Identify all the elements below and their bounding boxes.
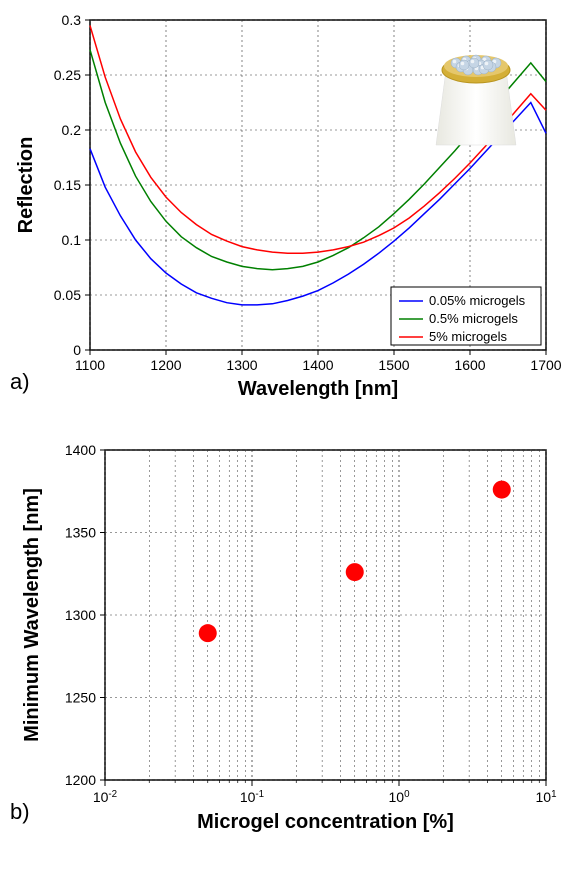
svg-text:1600: 1600 <box>454 357 485 373</box>
svg-text:1250: 1250 <box>65 690 96 706</box>
svg-text:1400: 1400 <box>302 357 333 373</box>
svg-text:Microgel concentration [%]: Microgel concentration [%] <box>197 811 454 833</box>
chart-b-label: b) <box>10 799 30 825</box>
svg-text:1400: 1400 <box>65 442 96 458</box>
svg-text:0.15: 0.15 <box>54 177 81 193</box>
svg-text:1100: 1100 <box>75 357 105 373</box>
svg-text:101: 101 <box>535 789 556 806</box>
svg-text:1300: 1300 <box>226 357 257 373</box>
svg-text:0.05% microgels: 0.05% microgels <box>429 293 526 308</box>
chart-a: 1100 1200 1300 1400 1500 1600 1700 0 0.05 0.1 0.15… <box>10 10 566 410</box>
svg-text:1700: 1700 <box>530 357 561 373</box>
svg-text:0.05: 0.05 <box>54 287 81 303</box>
svg-text:0.3: 0.3 <box>62 12 82 28</box>
chart-b-container: 1200 1250 1300 1350 1400 10-2 10-1 100 101 Microg… <box>10 440 566 840</box>
svg-text:100: 100 <box>388 789 410 806</box>
svg-text:10-2: 10-2 <box>93 789 117 806</box>
chart-b: 1200 1250 1300 1350 1400 10-2 10-1 100 101 Microg… <box>10 440 566 840</box>
svg-text:0.1: 0.1 <box>62 232 82 248</box>
svg-text:Reflection: Reflection <box>15 137 37 234</box>
chart-a-container: 1100 1200 1300 1400 1500 1600 1700 0 0.05 0.1 0.15… <box>10 10 566 410</box>
svg-text:0.25: 0.25 <box>54 67 81 83</box>
svg-text:10-1: 10-1 <box>240 789 264 806</box>
svg-text:1200: 1200 <box>150 357 181 373</box>
svg-text:5% microgels: 5% microgels <box>429 329 508 344</box>
svg-text:0: 0 <box>73 342 81 358</box>
svg-text:Minimum Wavelength [nm]: Minimum Wavelength [nm] <box>21 488 43 742</box>
svg-text:1500: 1500 <box>378 357 409 373</box>
svg-text:0.2: 0.2 <box>62 122 82 138</box>
chart-a-label: a) <box>10 369 30 395</box>
svg-text:0.5% microgels: 0.5% microgels <box>429 311 518 326</box>
svg-text:1300: 1300 <box>65 607 96 623</box>
svg-text:1200: 1200 <box>65 772 96 788</box>
svg-text:1350: 1350 <box>65 525 96 541</box>
svg-text:Wavelength [nm]: Wavelength [nm] <box>238 378 398 400</box>
